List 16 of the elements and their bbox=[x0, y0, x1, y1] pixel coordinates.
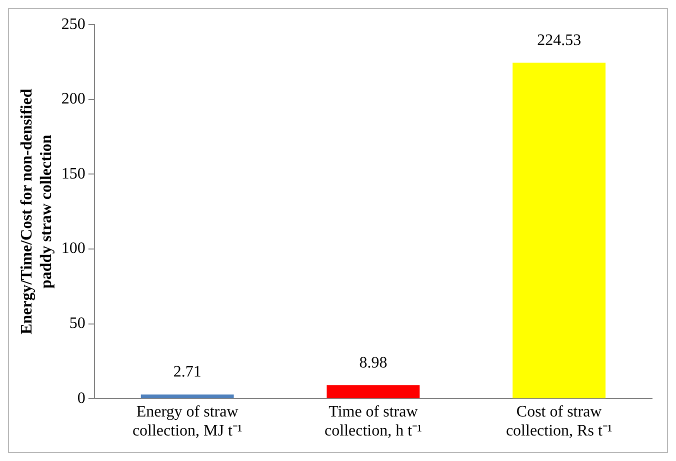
data-label: 2.71 bbox=[173, 364, 202, 381]
y-tick-label: 250 bbox=[61, 16, 86, 33]
y-tick-label: 150 bbox=[61, 165, 86, 182]
x-tick-label: Cost of straw collection, Rs t⁻¹ bbox=[506, 403, 612, 440]
x-tick-label: Energy of straw collection, MJ t⁻¹ bbox=[132, 403, 242, 440]
data-label: 224.53 bbox=[537, 32, 582, 49]
y-tick-label: 100 bbox=[61, 240, 86, 258]
bar bbox=[512, 62, 606, 398]
bar bbox=[140, 394, 234, 398]
bar bbox=[326, 385, 420, 398]
y-tick-label: 0 bbox=[77, 390, 86, 407]
y-axis-title: Energy/Time/Cost for non-densified paddy straw collection bbox=[18, 88, 55, 334]
y-tick-label: 50 bbox=[69, 315, 86, 332]
y-tick-label: 200 bbox=[61, 90, 86, 108]
x-tick-label: Time of straw collection, h t⁻¹ bbox=[324, 403, 422, 440]
data-label: 8.98 bbox=[359, 354, 388, 372]
